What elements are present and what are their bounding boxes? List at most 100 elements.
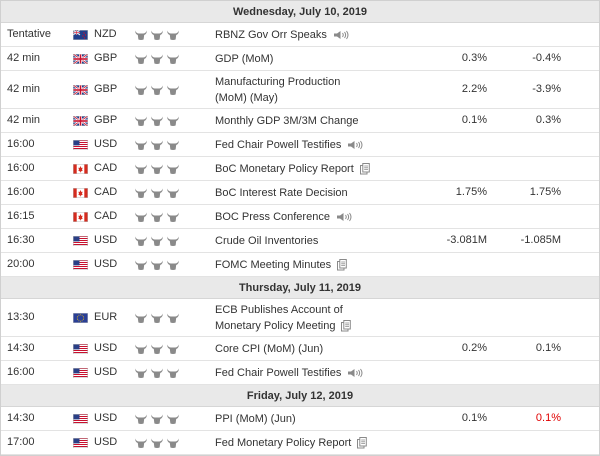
- event-time: 16:00: [7, 162, 35, 174]
- event-row[interactable]: 14:30 USD PPI (MoM) (Jun) 0.1% 0.1%: [1, 407, 599, 431]
- event-name-line: Fed Monetary Policy Report: [215, 435, 368, 451]
- event-time: Tentative: [7, 28, 52, 40]
- speaker-icon[interactable]: [333, 30, 349, 40]
- event-row[interactable]: 42 min GBP Monthly GDP 3M/3M Change 0.1% 0…: [1, 109, 599, 133]
- GB-flag-icon: [73, 85, 88, 95]
- event-name-line: BoC Monetary Policy Report: [215, 161, 370, 177]
- previous-value: -3.9%: [532, 83, 561, 95]
- currency-code: EUR: [94, 311, 118, 323]
- importance-bulls-icon: [135, 343, 183, 355]
- currency-code: USD: [94, 436, 118, 448]
- event-name[interactable]: Fed Chair Powell Testifies: [215, 137, 363, 153]
- event-time: 42 min: [7, 114, 41, 126]
- US-flag-icon: [73, 414, 88, 424]
- event-name[interactable]: Fed Chair Powell Testifies: [215, 365, 363, 381]
- event-name[interactable]: PPI (MoM) (Jun): [215, 411, 296, 427]
- event-time: 16:00: [7, 186, 35, 198]
- event-row[interactable]: 14:30 USD Core CPI (MoM) (Jun) 0.2% 0.1%: [1, 337, 599, 361]
- event-row[interactable]: 20:00 USD FOMC Meeting Minutes: [1, 253, 599, 277]
- importance-bulls-icon: [135, 437, 183, 449]
- previous-value: -0.4%: [532, 52, 561, 64]
- event-name-line: BOC Press Conference: [215, 209, 352, 225]
- event-name[interactable]: BoC Monetary Policy Report: [215, 161, 370, 177]
- event-row[interactable]: 16:30 USD Crude Oil Inventories -3.081M -1.…: [1, 229, 599, 253]
- US-flag-icon: [73, 140, 88, 150]
- event-name[interactable]: Crude Oil Inventories: [215, 233, 318, 249]
- document-icon[interactable]: [341, 320, 352, 332]
- importance-bulls-icon: [135, 235, 183, 247]
- event-name-line: PPI (MoM) (Jun): [215, 413, 296, 425]
- event-row[interactable]: 16:00 CAD BoC Interest Rate Decision 1.75…: [1, 181, 599, 205]
- document-icon[interactable]: [359, 163, 370, 175]
- event-row[interactable]: 42 min GBP Manufacturing Production (MoM)…: [1, 71, 599, 109]
- event-name-line: GDP (MoM): [215, 53, 274, 65]
- previous-value: 1.75%: [529, 186, 561, 198]
- currency-code: USD: [94, 138, 118, 150]
- importance-bulls-icon: [135, 29, 183, 41]
- document-icon[interactable]: [337, 259, 347, 271]
- day-header-label: Friday, July 12, 2019: [246, 390, 354, 402]
- currency-code: GBP: [94, 114, 118, 126]
- US-flag-icon: [73, 368, 88, 378]
- event-row[interactable]: 42 min GBP GDP (MoM) 0.3% -0.4%: [1, 47, 599, 71]
- event-name-line: ECB Publishes Account of: [215, 304, 343, 316]
- currency-code: CAD: [94, 210, 118, 222]
- day-header-label: Thursday, July 11, 2019: [238, 282, 362, 294]
- event-name[interactable]: BOC Press Conference: [215, 209, 352, 225]
- event-name-line: Manufacturing Production: [215, 76, 341, 88]
- importance-bulls-icon: [135, 115, 183, 127]
- speaker-icon[interactable]: [336, 212, 352, 222]
- event-row[interactable]: Tentative NZD RBNZ Gov Orr Speaks: [1, 23, 599, 47]
- event-row[interactable]: 16:00 USD Fed Chair Powell Testifies: [1, 361, 599, 385]
- event-name[interactable]: Monthly GDP 3M/3M Change: [215, 113, 358, 129]
- importance-bulls-icon: [135, 367, 183, 379]
- event-row[interactable]: 13:30 EUR ECB Publishes Account of Monetar…: [1, 299, 599, 337]
- currency-code: USD: [94, 342, 118, 354]
- importance-bulls-icon: [135, 139, 183, 151]
- currency-code: USD: [94, 234, 118, 246]
- previous-value: -1.085M: [520, 234, 561, 246]
- currency-code: GBP: [94, 52, 118, 64]
- event-row[interactable]: 16:15 CAD BOC Press Conference: [1, 205, 599, 229]
- event-time: 16:30: [7, 234, 35, 246]
- event-time: 14:30: [7, 342, 35, 354]
- event-row[interactable]: 16:00 USD Fed Chair Powell Testifies: [1, 133, 599, 157]
- forecast-value: 0.1%: [461, 412, 487, 424]
- event-row[interactable]: 16:00 CAD BoC Monetary Policy Report: [1, 157, 599, 181]
- event-name[interactable]: Manufacturing Production (MoM) (May): [215, 74, 340, 106]
- event-name-line: Monthly GDP 3M/3M Change: [215, 115, 359, 127]
- importance-bulls-icon: [135, 84, 183, 96]
- previous-value: 0.3%: [535, 114, 561, 126]
- event-name[interactable]: FOMC Meeting Minutes: [215, 257, 347, 273]
- event-time: 13:30: [7, 311, 35, 323]
- event-name[interactable]: Core CPI (MoM) (Jun): [215, 341, 323, 357]
- event-name[interactable]: RBNZ Gov Orr Speaks: [215, 27, 349, 43]
- event-name[interactable]: BoC Interest Rate Decision: [215, 185, 348, 201]
- event-time: 42 min: [7, 52, 41, 64]
- importance-bulls-icon: [135, 413, 183, 425]
- event-name[interactable]: ECB Publishes Account of Monetary Policy …: [215, 302, 352, 334]
- currency-code: USD: [94, 258, 118, 270]
- event-time: 16:15: [7, 210, 35, 222]
- event-name[interactable]: Fed Monetary Policy Report: [215, 435, 368, 451]
- forecast-value: 0.3%: [461, 52, 487, 64]
- currency-code: USD: [94, 366, 118, 378]
- currency-code: CAD: [94, 162, 118, 174]
- forecast-value: 1.75%: [455, 186, 487, 198]
- speaker-icon[interactable]: [347, 140, 363, 150]
- event-name[interactable]: GDP (MoM): [215, 51, 273, 67]
- forecast-value: 0.2%: [461, 342, 487, 354]
- event-name-line: FOMC Meeting Minutes: [215, 257, 347, 273]
- day-header: Thursday, July 11, 2019: [1, 277, 599, 299]
- CA-flag-icon: [73, 164, 88, 174]
- NZ-flag-icon: [73, 30, 88, 40]
- US-flag-icon: [73, 236, 88, 246]
- speaker-icon[interactable]: [347, 368, 363, 378]
- US-flag-icon: [73, 260, 88, 270]
- forecast-value: -3.081M: [446, 234, 487, 246]
- importance-bulls-icon: [135, 211, 183, 223]
- event-row[interactable]: 17:00 USD Fed Monetary Policy Report: [1, 431, 599, 455]
- document-icon[interactable]: [357, 437, 368, 449]
- event-name-line: Fed Chair Powell Testifies: [215, 365, 363, 381]
